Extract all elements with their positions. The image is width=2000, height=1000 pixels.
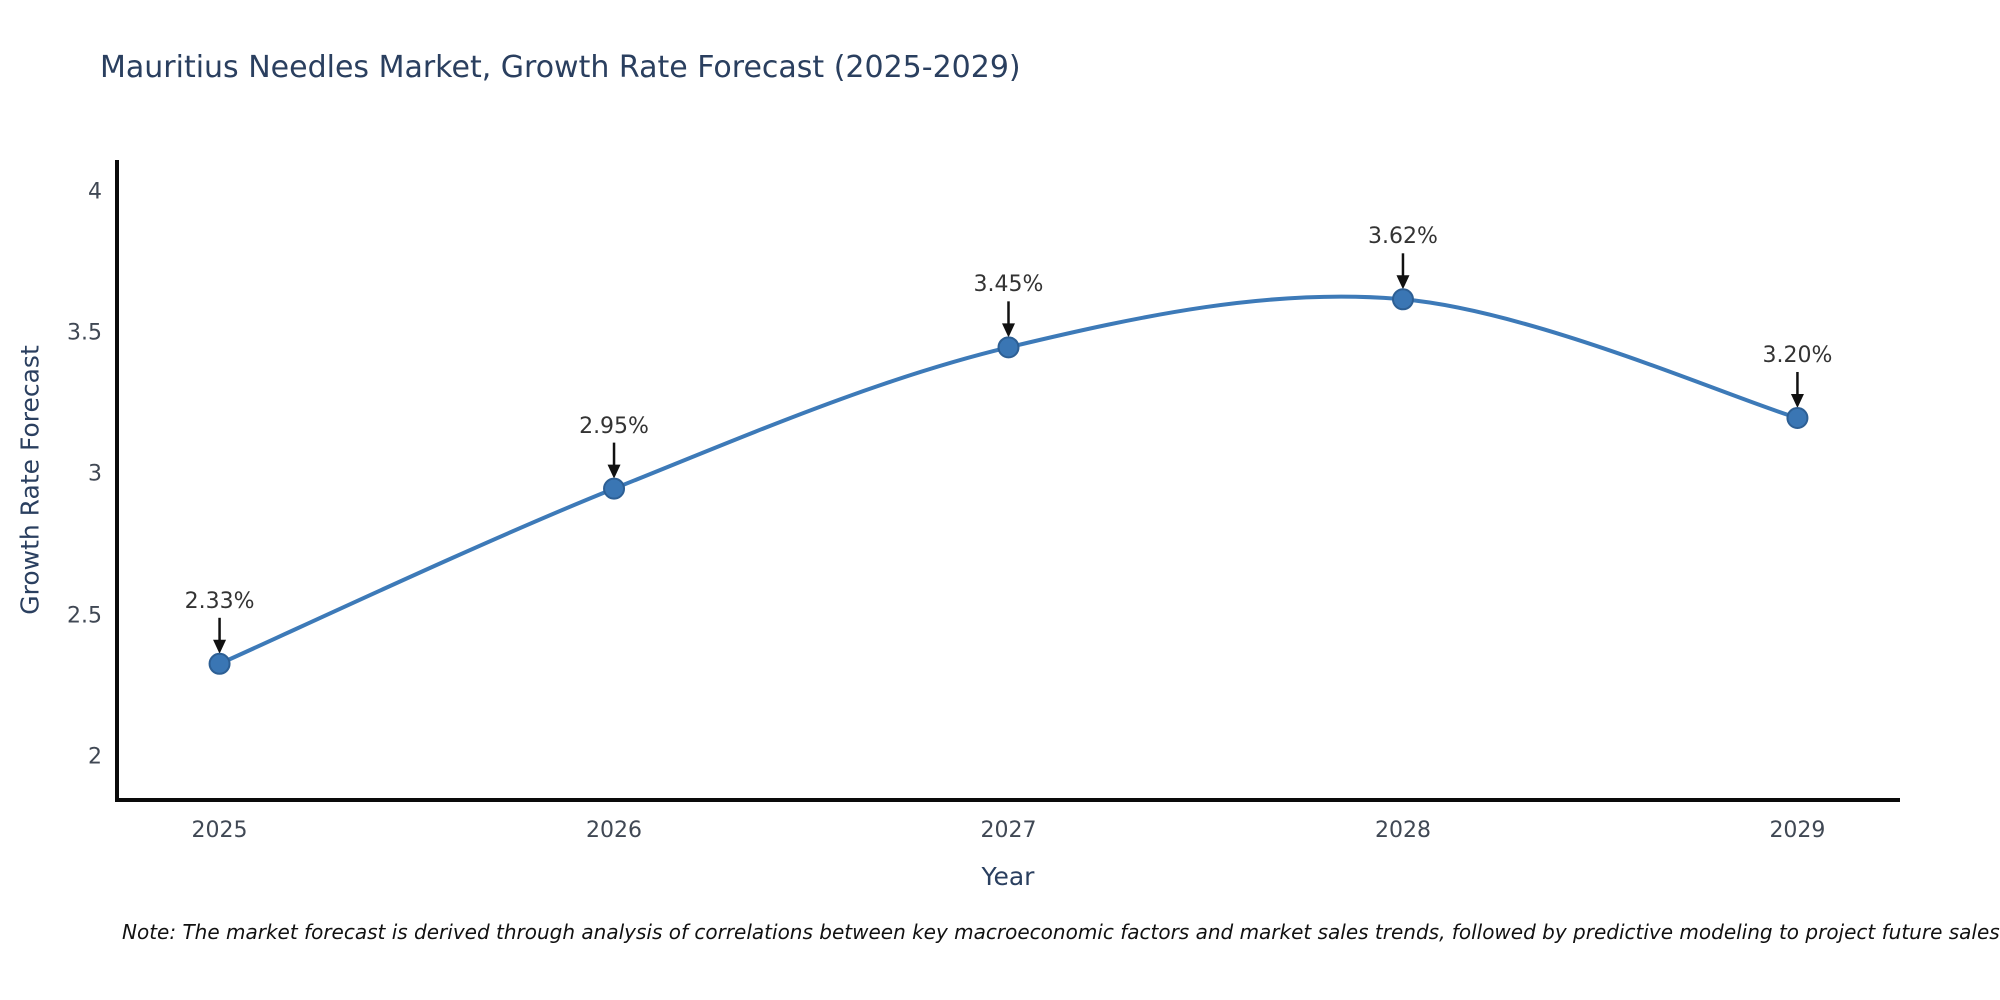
data-point-marker [997, 336, 1020, 359]
x-tick-label: 2025 [191, 818, 248, 843]
x-tick-label: 2029 [1769, 818, 1826, 843]
data-point-marker [1391, 288, 1414, 311]
annotation-arrowhead [607, 464, 621, 479]
annotation-arrowhead [213, 639, 227, 654]
data-point-marker [208, 652, 231, 675]
annotation-arrowhead [1396, 275, 1410, 290]
y-tick-label: 3 [88, 461, 102, 487]
y-tick-label: 2.5 [67, 603, 102, 629]
data-point-value-label: 3.45% [973, 272, 1044, 298]
y-axis-label: Growth Rate Forecast [15, 345, 45, 615]
data-point-value-label: 2.95% [579, 413, 649, 439]
x-tick-label: 2026 [586, 818, 643, 843]
x-tick-label: 2028 [1374, 818, 1431, 843]
data-point-marker [603, 477, 626, 500]
y-tick-label: 3.5 [67, 320, 102, 346]
data-point-marker [1786, 406, 1809, 429]
chart-title: Mauritius Needles Market, Growth Rate Fo… [100, 50, 1021, 85]
data-point-value-label: 3.20% [1762, 342, 1833, 368]
y-tick-label: 4 [88, 179, 102, 205]
x-axis-label: Year [981, 862, 1035, 891]
footnote: Note: The market forecast is derived thr… [122, 920, 2000, 944]
annotation-arrowhead [1790, 393, 1804, 408]
y-tick-label: 2 [88, 744, 102, 770]
data-point-value-label: 2.33% [184, 588, 255, 614]
data-point-value-label: 3.62% [1368, 224, 1438, 250]
x-tick-label: 2027 [980, 818, 1037, 843]
annotation-arrowhead [1002, 323, 1015, 338]
